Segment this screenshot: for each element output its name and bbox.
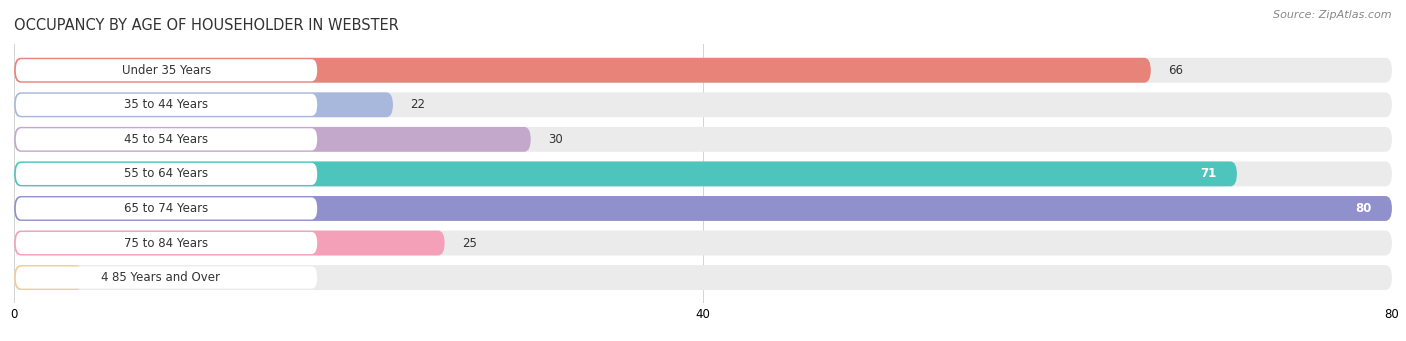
FancyBboxPatch shape [14, 196, 1392, 221]
Text: 65 to 74 Years: 65 to 74 Years [124, 202, 208, 215]
FancyBboxPatch shape [15, 128, 318, 150]
FancyBboxPatch shape [14, 162, 1237, 186]
Text: OCCUPANCY BY AGE OF HOUSEHOLDER IN WEBSTER: OCCUPANCY BY AGE OF HOUSEHOLDER IN WEBST… [14, 18, 399, 33]
FancyBboxPatch shape [15, 163, 318, 185]
Text: Source: ZipAtlas.com: Source: ZipAtlas.com [1274, 10, 1392, 20]
FancyBboxPatch shape [15, 232, 318, 254]
Text: 75 to 84 Years: 75 to 84 Years [124, 237, 208, 250]
Text: 22: 22 [411, 98, 425, 111]
Text: 45 to 54 Years: 45 to 54 Years [124, 133, 208, 146]
Text: 85 Years and Over: 85 Years and Over [112, 271, 221, 284]
Text: 35 to 44 Years: 35 to 44 Years [124, 98, 208, 111]
FancyBboxPatch shape [14, 196, 1392, 221]
Text: 55 to 64 Years: 55 to 64 Years [124, 167, 208, 180]
FancyBboxPatch shape [15, 267, 318, 288]
FancyBboxPatch shape [14, 127, 531, 152]
FancyBboxPatch shape [14, 92, 394, 117]
Text: 71: 71 [1199, 167, 1216, 180]
FancyBboxPatch shape [15, 197, 318, 220]
FancyBboxPatch shape [14, 58, 1392, 83]
FancyBboxPatch shape [14, 231, 1392, 255]
FancyBboxPatch shape [14, 162, 1392, 186]
FancyBboxPatch shape [14, 265, 1392, 290]
FancyBboxPatch shape [14, 58, 1152, 83]
FancyBboxPatch shape [14, 231, 444, 255]
Text: 80: 80 [1355, 202, 1371, 215]
FancyBboxPatch shape [15, 59, 318, 81]
Text: 4: 4 [100, 271, 108, 284]
Text: 30: 30 [548, 133, 562, 146]
FancyBboxPatch shape [14, 92, 1392, 117]
FancyBboxPatch shape [15, 94, 318, 116]
Text: 25: 25 [463, 237, 477, 250]
FancyBboxPatch shape [14, 265, 83, 290]
Text: Under 35 Years: Under 35 Years [122, 64, 211, 77]
FancyBboxPatch shape [14, 127, 1392, 152]
Text: 66: 66 [1168, 64, 1182, 77]
